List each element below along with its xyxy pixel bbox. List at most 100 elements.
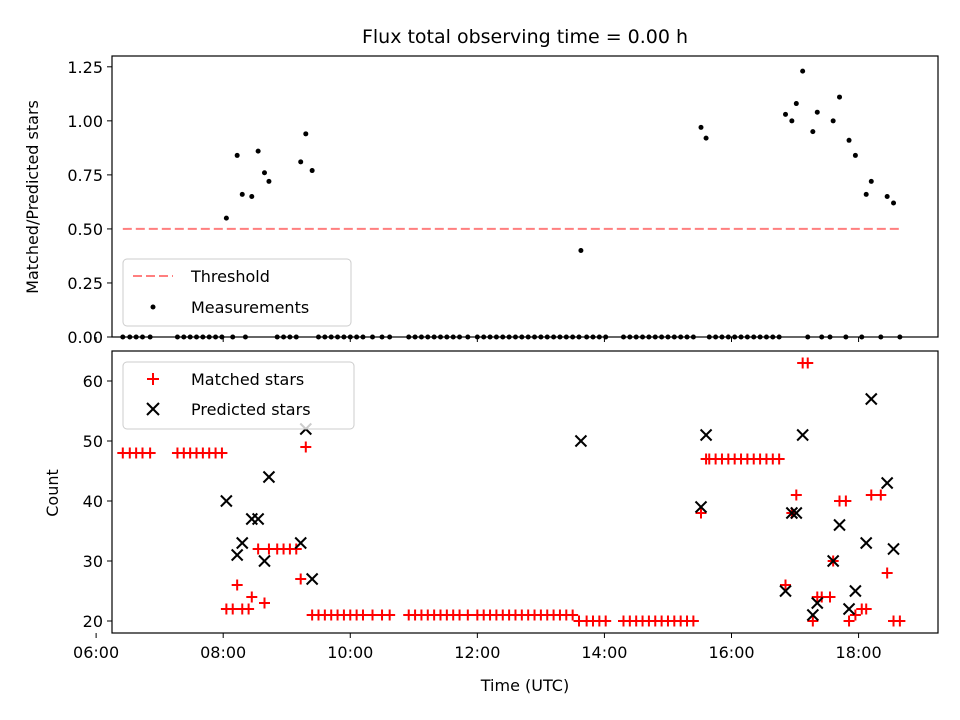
legend-threshold-label: Threshold: [190, 267, 270, 286]
measurement-point: [830, 118, 836, 124]
legend-matched-label: Matched stars: [191, 370, 304, 389]
legend-predicted-label: Predicted stars: [191, 400, 311, 419]
predicted-point: [574, 434, 588, 448]
measurement-point: [863, 191, 869, 197]
matched-point: [840, 495, 852, 507]
predicted-point: [230, 548, 244, 562]
predicted-point: [842, 602, 856, 616]
legend-measurement-label: Measurements: [191, 298, 309, 317]
ratio-y-tick-label: 1.00: [67, 112, 103, 131]
matched-point: [802, 357, 814, 369]
matched-point: [144, 447, 156, 459]
measurement-point: [223, 215, 229, 221]
matched-point: [780, 579, 792, 591]
measurement-point: [309, 168, 315, 174]
matched-point: [807, 615, 819, 627]
ratio-legend: Threshold Measurements: [122, 258, 352, 327]
x-tick-label: 18:00: [836, 643, 882, 662]
measurement-point: [703, 135, 709, 141]
count-panel: 20 30 40 50 60 06:00 08:00 10:00 12:00 14:00 16:0…: [43, 350, 939, 695]
count-y-axis-label: Count: [43, 469, 62, 517]
ratio-y-tick-label: 0.50: [67, 220, 103, 239]
predicted-point: [790, 506, 803, 520]
legend-predicted-swatch: [146, 402, 160, 416]
matched-point: [875, 489, 887, 501]
matched-point: [295, 573, 307, 585]
legend-matched-swatch: [147, 373, 159, 385]
matched-point: [881, 567, 893, 579]
ratio-y-tick-label: 0.75: [67, 166, 103, 185]
count-y-tick-label: 30: [83, 552, 103, 571]
measurement-point: [261, 170, 267, 176]
measurement-point: [800, 68, 806, 74]
count-panel-frame: [111, 350, 939, 634]
measurement-point: [303, 131, 309, 137]
predicted-point: [258, 554, 271, 568]
predicted-point: [806, 608, 820, 622]
predicted-point: [262, 470, 276, 484]
matched-point: [231, 579, 243, 591]
predicted-point: [880, 476, 894, 490]
predicted-point: [849, 584, 862, 598]
measurement-point: [789, 118, 795, 124]
measurement-point: [868, 178, 874, 184]
ratio-y-tick-label: 0.25: [67, 274, 103, 293]
measurement-point: [783, 111, 789, 117]
matched-point: [290, 543, 302, 555]
matched-point: [849, 609, 861, 621]
count-y-tick-label: 60: [83, 372, 103, 391]
measurement-point: [234, 152, 240, 158]
predicted-point: [811, 596, 824, 610]
matched-point: [695, 507, 707, 519]
x-tick-label: 10:00: [327, 643, 373, 662]
ratio-y-tick-label: 0.00: [67, 328, 103, 347]
matched-point: [227, 603, 239, 615]
matched-point: [246, 591, 258, 603]
predicted-point: [859, 536, 873, 550]
measurement-point: [255, 148, 261, 154]
chart-title: Flux total observing time = 0.00 h: [362, 26, 688, 48]
x-tick-label: 06:00: [73, 643, 119, 662]
predicted-point: [785, 506, 799, 520]
ratio-panel: 0.00 0.25 0.50 0.75 1.00 1.25 Matched/Predict…: [23, 55, 939, 347]
measurement-point: [249, 194, 255, 199]
matched-point: [824, 591, 836, 603]
measurement-point: [837, 94, 843, 100]
predicted-point: [796, 428, 809, 442]
predicted-point: [305, 572, 319, 586]
predicted-point: [826, 554, 840, 568]
measurement-point: [810, 129, 816, 135]
measurement-point: [793, 101, 799, 107]
measurement-point: [846, 137, 852, 143]
x-axis-label: Time (UTC): [480, 676, 569, 695]
matched-point: [300, 441, 312, 453]
matched-point: [773, 453, 785, 465]
count-y-tick-label: 40: [83, 492, 103, 511]
matched-point: [216, 447, 228, 459]
matched-point: [243, 603, 255, 615]
predicted-point: [833, 518, 846, 532]
predicted-point: [887, 542, 900, 556]
matched-point: [384, 609, 396, 621]
matched-point: [367, 609, 379, 621]
matched-point: [843, 615, 855, 627]
measurement-point: [852, 152, 858, 158]
measurement-point: [884, 194, 890, 199]
x-tick-label: 08:00: [200, 643, 246, 662]
predicted-point: [294, 536, 307, 550]
x-tick-label: 14:00: [581, 643, 627, 662]
ratio-y-axis-label: Matched/Predicted stars: [23, 100, 42, 294]
measurement-point: [891, 200, 897, 206]
measurement-point: [266, 178, 272, 184]
matched-point: [462, 609, 474, 621]
matched-point: [790, 489, 802, 501]
measurement-point: [239, 191, 245, 197]
matched-point: [687, 615, 699, 627]
count-y-tick-label: 20: [83, 612, 103, 631]
matched-point: [860, 603, 872, 615]
ratio-panel-frame: [111, 55, 939, 338]
measurement-point: [814, 109, 820, 115]
predicted-point: [699, 428, 713, 442]
predicted-point: [694, 500, 708, 514]
